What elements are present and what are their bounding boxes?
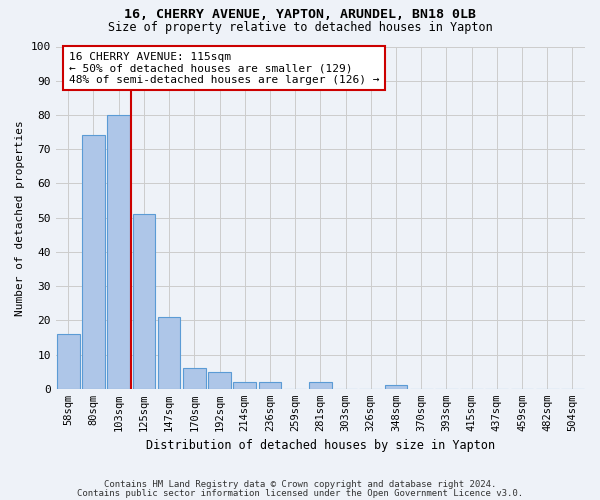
Y-axis label: Number of detached properties: Number of detached properties <box>15 120 25 316</box>
Bar <box>133 214 155 389</box>
X-axis label: Distribution of detached houses by size in Yapton: Distribution of detached houses by size … <box>146 440 495 452</box>
Text: 16, CHERRY AVENUE, YAPTON, ARUNDEL, BN18 0LB: 16, CHERRY AVENUE, YAPTON, ARUNDEL, BN18… <box>124 8 476 20</box>
Bar <box>57 334 80 389</box>
Bar <box>183 368 206 389</box>
Text: Size of property relative to detached houses in Yapton: Size of property relative to detached ho… <box>107 21 493 34</box>
Bar <box>259 382 281 389</box>
Bar <box>208 372 231 389</box>
Text: 16 CHERRY AVENUE: 115sqm
← 50% of detached houses are smaller (129)
48% of semi-: 16 CHERRY AVENUE: 115sqm ← 50% of detach… <box>69 52 379 85</box>
Text: Contains HM Land Registry data © Crown copyright and database right 2024.: Contains HM Land Registry data © Crown c… <box>104 480 496 489</box>
Bar <box>233 382 256 389</box>
Bar <box>82 136 105 389</box>
Bar <box>309 382 332 389</box>
Text: Contains public sector information licensed under the Open Government Licence v3: Contains public sector information licen… <box>77 489 523 498</box>
Bar <box>385 386 407 389</box>
Bar <box>158 317 181 389</box>
Bar <box>107 115 130 389</box>
